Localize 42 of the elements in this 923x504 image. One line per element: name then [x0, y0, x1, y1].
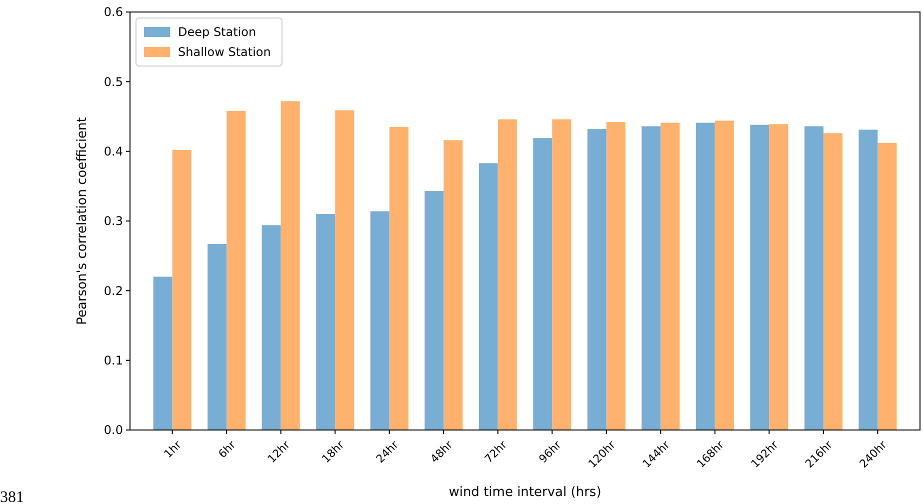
bar [335, 110, 354, 430]
bar [823, 133, 842, 430]
bar [280, 101, 300, 430]
bar [498, 119, 517, 430]
y-axis-title: Pearson's correlation coefficient [75, 117, 90, 325]
legend-label: Shallow Station [178, 45, 271, 60]
bar [587, 129, 606, 430]
bar [389, 126, 408, 430]
x-tick-label: 1hr [162, 438, 184, 461]
bar [262, 225, 281, 430]
bar [769, 124, 788, 430]
bar [316, 214, 336, 430]
x-axis-title: wind time interval (hrs) [448, 485, 602, 500]
bar [606, 122, 626, 430]
y-tick-label: 0.4 [104, 144, 123, 159]
bar [226, 110, 246, 430]
bar [370, 211, 390, 430]
y-tick-label: 0.3 [104, 214, 123, 228]
bar [172, 150, 192, 430]
bar [478, 163, 498, 430]
bar [714, 120, 734, 430]
bar [533, 138, 552, 430]
bar [552, 119, 572, 430]
bar [750, 124, 770, 430]
y-tick-label: 0.6 [104, 5, 123, 20]
bar [424, 191, 444, 430]
bar [153, 276, 172, 430]
legend-label: Deep Station [178, 25, 256, 40]
bar [642, 126, 661, 430]
y-tick-label: 0.2 [104, 284, 123, 298]
x-tick-label: 6hr [216, 438, 238, 461]
bar [660, 122, 680, 430]
bar [696, 122, 715, 430]
bar [444, 140, 463, 430]
bar [208, 244, 227, 430]
bar [858, 130, 878, 430]
text: 381 [0, 489, 24, 504]
y-tick-label: 0.0 [104, 423, 123, 438]
y-tick-label: 0.5 [104, 74, 123, 89]
bar [878, 142, 897, 430]
y-tick-label: 0.1 [104, 354, 123, 368]
bar [804, 126, 824, 430]
